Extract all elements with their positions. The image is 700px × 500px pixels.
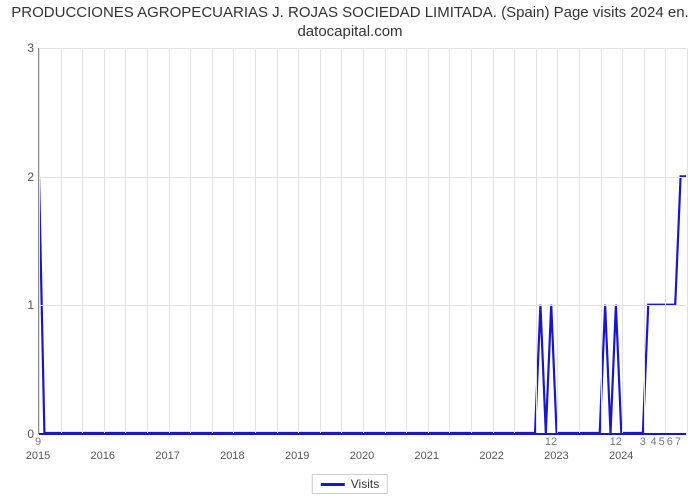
- x-tick-label: 2015: [26, 450, 50, 462]
- gridline-v: [536, 48, 537, 433]
- gridline-v: [82, 48, 83, 433]
- gridline-v: [147, 48, 148, 433]
- gridline-v: [687, 48, 688, 433]
- x-tick-label: 2018: [220, 450, 244, 462]
- x-subtick-label: 9: [35, 436, 41, 448]
- gridline-v: [298, 48, 299, 433]
- gridline-v: [406, 48, 407, 433]
- gridline-v: [449, 48, 450, 433]
- gridline-v: [277, 48, 278, 433]
- y-tick-label: 1: [4, 298, 34, 312]
- gridline-v: [341, 48, 342, 433]
- y-tick-label: 2: [4, 170, 34, 184]
- gridline-v: [39, 48, 40, 433]
- chart-container: PRODUCCIONES AGROPECUARIAS J. ROJAS SOCI…: [0, 0, 700, 500]
- gridline-v: [493, 48, 494, 433]
- y-tick-label: 3: [4, 41, 34, 55]
- gridline-v: [320, 48, 321, 433]
- x-tick-label: 2017: [155, 450, 179, 462]
- gridline-v: [125, 48, 126, 433]
- gridline-v: [557, 48, 558, 433]
- x-tick-label: 2020: [350, 450, 374, 462]
- legend-swatch: [321, 483, 345, 486]
- gridline-v: [190, 48, 191, 433]
- gridline-v: [428, 48, 429, 433]
- x-tick-label: 2022: [479, 450, 503, 462]
- plot-area: [38, 48, 686, 434]
- y-tick-label: 0: [4, 427, 34, 441]
- x-subtick-label: 3: [640, 436, 646, 448]
- gridline-v: [644, 48, 645, 433]
- x-subtick-label: 12: [610, 436, 622, 448]
- x-subtick-label: 12: [545, 436, 557, 448]
- x-subtick-label: 7: [675, 436, 681, 448]
- baseline: [39, 433, 686, 435]
- x-subtick-label: 6: [667, 436, 673, 448]
- x-tick-label: 2023: [544, 450, 568, 462]
- gridline-v: [104, 48, 105, 433]
- x-subtick-label: 5: [659, 436, 665, 448]
- gridline-v: [385, 48, 386, 433]
- gridline-v: [579, 48, 580, 433]
- x-tick-label: 2019: [285, 450, 309, 462]
- gridline-v: [169, 48, 170, 433]
- gridline-v: [601, 48, 602, 433]
- gridline-v: [622, 48, 623, 433]
- x-tick-label: 2021: [415, 450, 439, 462]
- gridline-v: [363, 48, 364, 433]
- gridline-v: [665, 48, 666, 433]
- gridline-v: [233, 48, 234, 433]
- x-tick-label: 2024: [609, 450, 633, 462]
- x-tick-label: 2016: [91, 450, 115, 462]
- gridline-v: [61, 48, 62, 433]
- gridline-v: [471, 48, 472, 433]
- chart-title: PRODUCCIONES AGROPECUARIAS J. ROJAS SOCI…: [0, 4, 700, 42]
- gridline-v: [255, 48, 256, 433]
- legend: Visits: [312, 474, 388, 494]
- legend-label: Visits: [351, 477, 379, 491]
- gridline-v: [514, 48, 515, 433]
- gridline-v: [212, 48, 213, 433]
- x-subtick-label: 4: [651, 436, 657, 448]
